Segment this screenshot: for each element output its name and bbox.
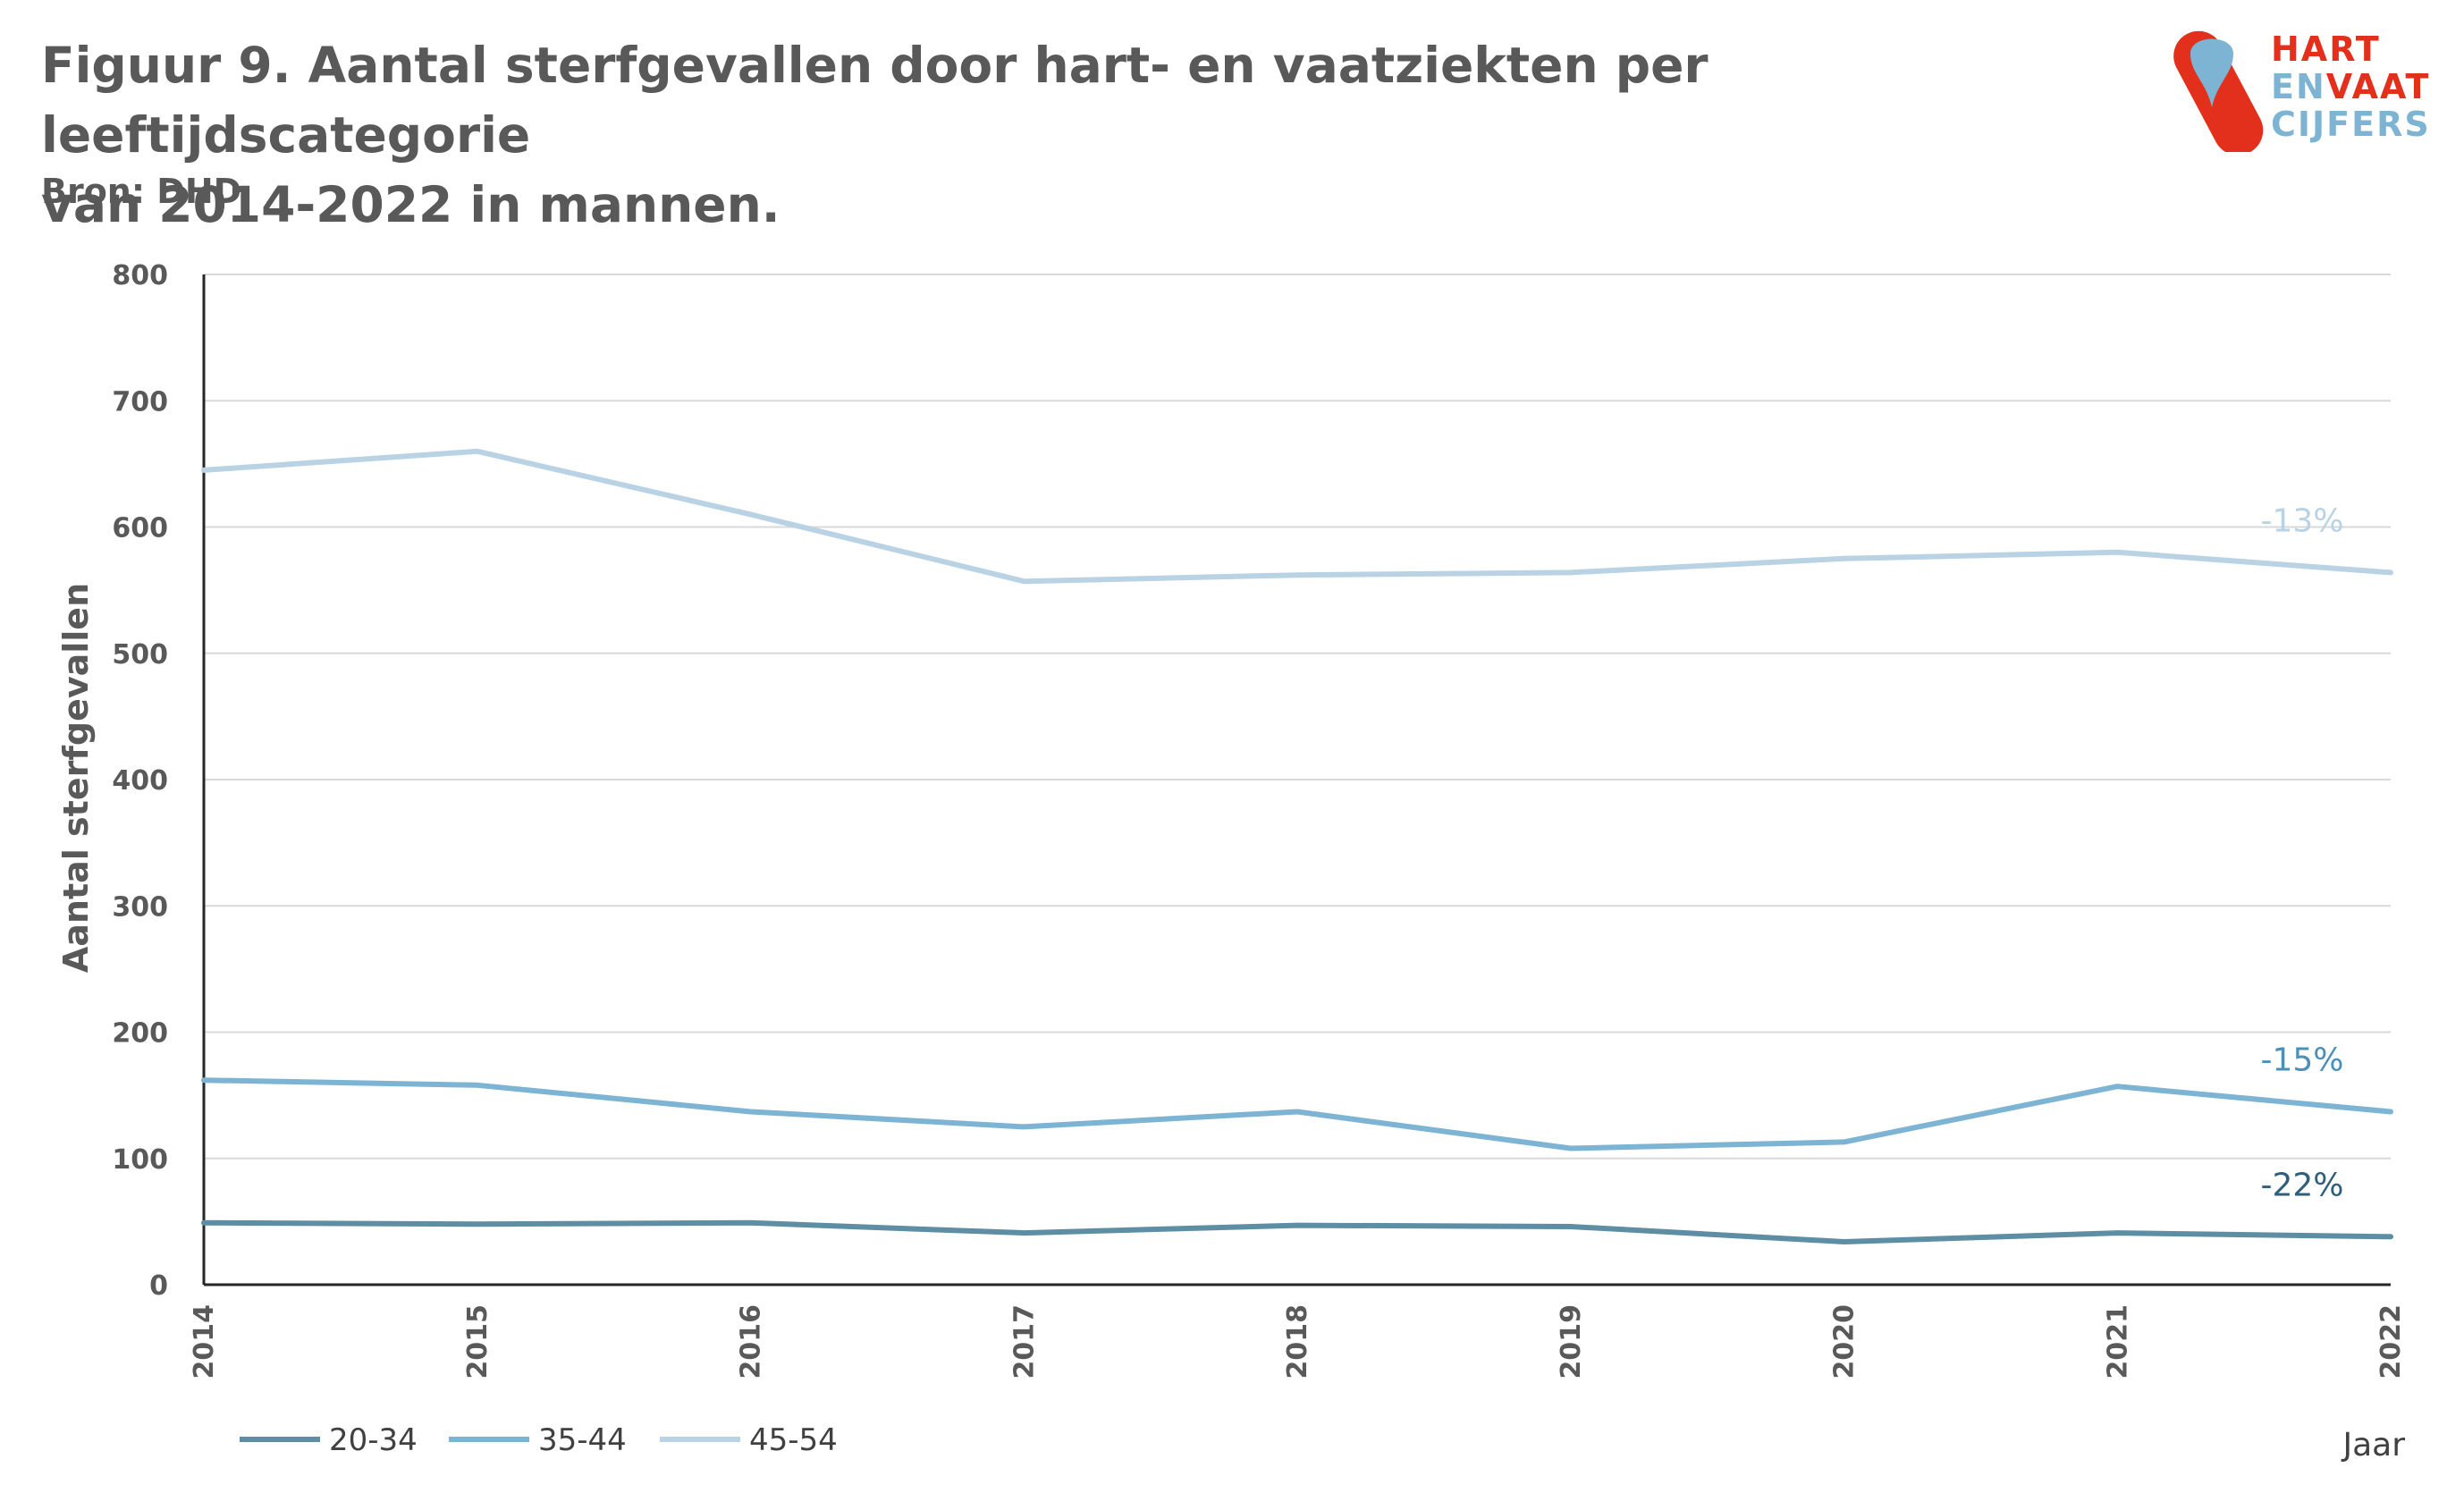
series-line-20-34	[201, 1219, 2393, 1244]
x-tick-label-2016: 2016	[736, 1304, 767, 1379]
x-tick-label-2014: 2014	[189, 1304, 220, 1379]
legend: 20-34 35-44 45-54	[240, 1422, 838, 1458]
y-tick-label-600: 600	[112, 513, 168, 544]
logo-word-cijfers: CIJFERS	[2271, 105, 2431, 144]
x-axis-label: Jaar	[2341, 1427, 2405, 1463]
y-tick-label-0: 0	[149, 1270, 168, 1302]
chart-title-line-1: Figuur 9. Aantal sterfgevallen door hart…	[41, 37, 1709, 164]
y-axis-ticks: 0 100 200 300 400 500 600 700 800	[112, 260, 168, 1302]
legend-label-20-34: 20-34	[329, 1422, 418, 1458]
y-tick-label-400: 400	[112, 765, 168, 797]
chart-source: Bron: DHD	[41, 172, 242, 211]
x-tick-label-2019: 2019	[1556, 1304, 1587, 1379]
series-line-35-44	[201, 1077, 2393, 1151]
series-annotations: -22% -15% -13%	[2260, 502, 2343, 1203]
annotation-35-44: -15%	[2260, 1042, 2343, 1078]
annotation-45-54: -13%	[2260, 502, 2343, 539]
y-axis-label: Aantal sterfgevallen	[56, 583, 96, 973]
logo-blue-drop	[2190, 38, 2233, 107]
y-tick-label-300: 300	[112, 891, 168, 923]
x-tick-label-2018: 2018	[1282, 1304, 1313, 1379]
logo-word-hart: HART	[2271, 30, 2381, 69]
series-line-45-54	[201, 448, 2393, 585]
series-lines	[201, 448, 2393, 1244]
y-tick-label-700: 700	[112, 386, 168, 418]
logo-word-en: EN	[2271, 67, 2326, 106]
hart-en-vaat-logo-icon	[2173, 30, 2264, 152]
y-tick-label-800: 800	[112, 260, 168, 291]
annotation-20-34: -22%	[2260, 1167, 2343, 1203]
gridlines	[204, 274, 2391, 1160]
x-tick-label-2017: 2017	[1008, 1304, 1040, 1379]
y-tick-label-200: 200	[112, 1018, 168, 1050]
chart-title-line-2: van 2014-2022 in mannen.	[41, 176, 781, 233]
x-axis-ticks: 2014 2015 2016 2017 2018 2019 2020 2021 2022	[189, 1304, 2407, 1379]
legend-label-35-44: 35-44	[538, 1422, 627, 1458]
logo-text: HART ENVAAT CIJFERS	[2271, 30, 2431, 143]
legend-label-45-54: 45-54	[749, 1422, 838, 1458]
logo-word-vaat: VAAT	[2325, 67, 2431, 106]
y-tick-label-100: 100	[112, 1144, 168, 1176]
y-tick-label-500: 500	[112, 639, 168, 671]
x-tick-label-2015: 2015	[462, 1304, 494, 1379]
x-tick-label-2022: 2022	[2375, 1304, 2407, 1379]
chart-title: Figuur 9. Aantal sterfgevallen door hart…	[41, 30, 2097, 240]
x-tick-label-2020: 2020	[1829, 1304, 1861, 1379]
x-tick-label-2021: 2021	[2102, 1304, 2133, 1379]
